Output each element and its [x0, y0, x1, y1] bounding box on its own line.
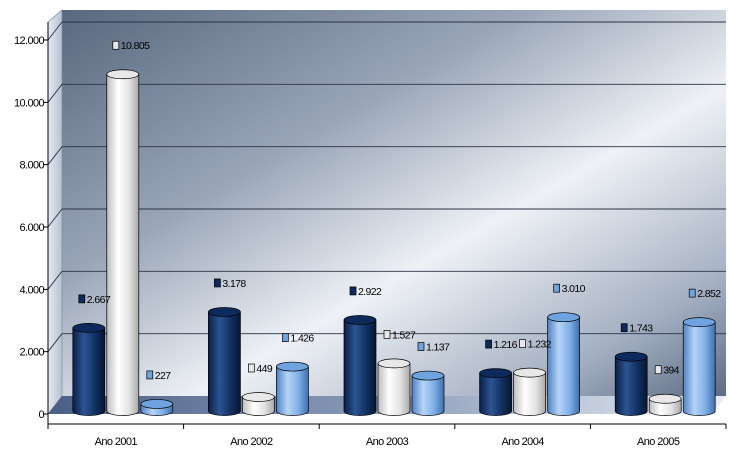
gridlines — [47, 21, 726, 352]
data-label: 2.852 — [697, 288, 721, 300]
x-category-label: Ano 2004 — [501, 436, 544, 448]
bar — [614, 356, 648, 416]
axes — [47, 22, 726, 425]
data-label-key — [282, 333, 289, 342]
bar-top — [614, 351, 648, 362]
gridline-side — [47, 84, 63, 103]
data-label: 1.527 — [392, 329, 416, 341]
data-label-key — [417, 342, 425, 351]
y-tick-label: 8.000 — [19, 160, 44, 172]
bar — [343, 319, 377, 416]
gridline-side — [47, 271, 63, 290]
data-label-key — [620, 323, 628, 333]
data-label-key — [383, 330, 391, 339]
data-label: 3.010 — [562, 283, 586, 295]
x-category-label: Ano 2005 — [637, 436, 680, 448]
x-category-label: Ano 2003 — [366, 436, 409, 448]
bar — [377, 363, 411, 416]
back-wall — [62, 10, 726, 396]
bar-top — [106, 69, 140, 80]
x-category-label: Ano 2002 — [230, 436, 273, 448]
bar — [547, 316, 580, 416]
bar-top — [648, 393, 682, 404]
data-label-key — [485, 339, 492, 349]
bars — [72, 69, 716, 416]
y-tick-label: 12.000 — [14, 35, 45, 47]
bar-top — [411, 370, 445, 381]
bar — [276, 366, 309, 416]
bar — [106, 73, 140, 416]
bar-top — [513, 367, 546, 378]
bar — [513, 372, 546, 416]
data-label: 394 — [663, 365, 679, 377]
bar-top — [242, 392, 275, 402]
bar-top — [343, 315, 377, 325]
data-label: 1.743 — [629, 323, 653, 335]
y-tick-label: 10.000 — [14, 97, 45, 109]
bar — [479, 372, 512, 416]
bar — [208, 311, 241, 416]
data-label: 1.232 — [528, 339, 552, 351]
y-tick-label: 0 — [38, 409, 44, 421]
data-label: 449 — [256, 363, 272, 375]
y-tick-label: 2.000 — [19, 347, 44, 359]
bar-top — [377, 358, 411, 369]
bar-top — [479, 368, 512, 378]
gridline-side — [47, 146, 63, 165]
bar-top — [72, 323, 106, 333]
data-label: 2.922 — [358, 286, 382, 298]
data-label: 1.137 — [426, 342, 450, 354]
data-label: 3.178 — [222, 278, 246, 290]
data-label: 1.426 — [290, 333, 314, 345]
data-label: 227 — [155, 370, 171, 382]
data-label-key — [112, 40, 120, 50]
data-label-key — [553, 283, 560, 293]
y-axis-ticks: 0 2.000 4.000 6.000 8.000 10.000 12.000 — [14, 35, 48, 421]
bar — [411, 375, 445, 416]
bar-top — [208, 307, 241, 317]
bar — [72, 327, 106, 416]
x-category-label: Ano 2001 — [95, 436, 138, 448]
data-label: 10.805 — [121, 40, 150, 52]
data-label-key — [688, 288, 696, 298]
data-label-key — [654, 365, 662, 375]
bar-top — [140, 399, 174, 409]
data-label: 2.667 — [87, 294, 111, 306]
y-tick-label: 4.000 — [19, 284, 44, 296]
bar-top — [682, 317, 716, 327]
gridline-side — [47, 21, 63, 41]
data-label-key — [146, 370, 154, 380]
data-label-key — [214, 278, 221, 288]
x-axis-categories: Ano 2001 Ano 2002 Ano 2003 Ano 2004 Ano 2005 — [47, 424, 727, 448]
gridline-side — [47, 333, 63, 352]
data-labels: 2.667 10.805 227 3.178 449 1.426 2.922 1.527 1.1… — [78, 40, 722, 382]
gridline-side — [47, 208, 63, 228]
data-label-key — [349, 286, 357, 296]
bar — [242, 396, 275, 416]
bar-top — [547, 312, 580, 323]
data-label: 1.216 — [494, 339, 518, 351]
data-label-key — [78, 294, 86, 304]
bar-top — [276, 361, 309, 372]
data-label-key — [248, 363, 255, 373]
y-tick-label: 6.000 — [19, 222, 44, 234]
bar — [682, 321, 716, 416]
data-label-key — [519, 339, 526, 348]
